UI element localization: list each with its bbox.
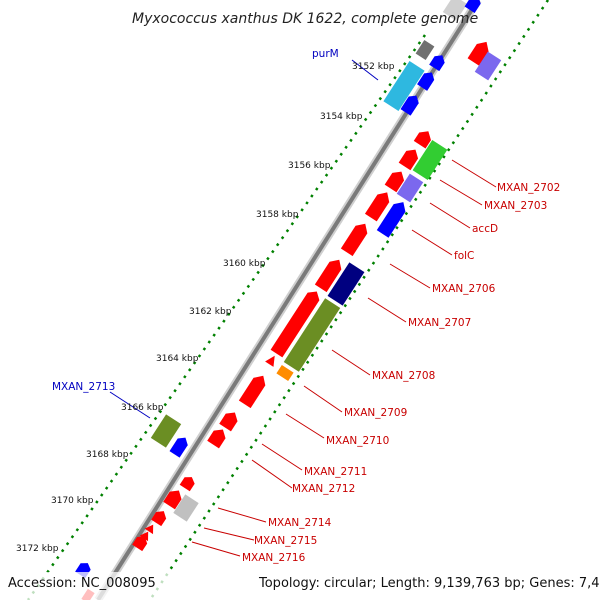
gene-feature[interactable]	[265, 353, 279, 367]
gene-label-mxan-2711[interactable]: MXAN_2711	[304, 466, 367, 478]
gene-feature[interactable]	[340, 220, 371, 257]
gene-label-mxan-2715[interactable]: MXAN_2715	[254, 535, 317, 547]
accession-text: Accession: NC_008095	[8, 576, 156, 591]
genome-backbone	[94, 0, 482, 600]
kbp-label: 3154 kbp	[320, 112, 363, 122]
gene-label-mxan-2709[interactable]: MXAN_2709	[344, 407, 407, 419]
gene-feature[interactable]	[398, 146, 422, 171]
gene-feature[interactable]	[151, 508, 169, 527]
gene-feature[interactable]	[276, 364, 294, 382]
gene-feature[interactable]	[219, 409, 241, 432]
gene-label-mxan-2713[interactable]: MXAN_2713	[52, 381, 115, 393]
kbp-label: 3170 kbp	[51, 496, 94, 506]
reverse-strand-genes	[75, 40, 447, 600]
gene-feature[interactable]	[413, 127, 434, 149]
kbp-label: 3162 kbp	[189, 307, 232, 317]
gene-feature[interactable]	[364, 189, 393, 222]
label-callouts	[109, 59, 497, 557]
gene-label-mxan-2702[interactable]: MXAN_2702	[497, 182, 560, 194]
genome-stats-text: Topology: circular; Length: 9,139,763 bp…	[258, 576, 600, 591]
gene-feature[interactable]	[207, 426, 229, 449]
gene-feature[interactable]	[429, 52, 447, 72]
gene-label-mxan-2712[interactable]: MXAN_2712	[292, 483, 355, 495]
kbp-label: 3166 kbp	[121, 403, 164, 413]
gene-label-mxan-2716[interactable]: MXAN_2716	[242, 552, 306, 564]
gene-feature[interactable]	[417, 69, 437, 91]
gene-feature[interactable]	[464, 0, 484, 13]
gene-feature[interactable]	[150, 414, 182, 448]
gene-feature[interactable]	[474, 51, 502, 81]
gene-feature[interactable]	[132, 533, 150, 552]
inner-tick-ring	[148, 0, 550, 600]
gene-feature[interactable]	[179, 474, 197, 492]
gene-label-mxan-2710[interactable]: MXAN_2710	[326, 435, 389, 447]
kbp-label: 3168 kbp	[86, 450, 129, 460]
gene-feature[interactable]	[270, 288, 323, 358]
gene-feature[interactable]	[169, 434, 191, 458]
gene-label-mxan-2703[interactable]: MXAN_2703	[484, 200, 547, 212]
gene-feature[interactable]	[442, 0, 468, 21]
gene-feature[interactable]	[327, 262, 365, 306]
kbp-label: 3160 kbp	[223, 259, 266, 269]
gene-feature[interactable]	[173, 494, 199, 522]
gene-feature[interactable]	[383, 60, 425, 112]
gene-feature[interactable]	[467, 38, 493, 66]
gene-label-mxan-2714[interactable]: MXAN_2714	[268, 517, 332, 529]
gene-labels: purM MXAN_2713 MXAN_2702 MXAN_2703 accD …	[52, 48, 560, 564]
gene-feature[interactable]	[415, 40, 435, 60]
gene-feature[interactable]	[376, 198, 409, 238]
gene-feature[interactable]	[163, 487, 185, 510]
gene-feature[interactable]	[238, 372, 269, 409]
gene-label-accd[interactable]: accD	[472, 223, 498, 235]
outer-tick-ring	[26, 34, 427, 600]
kbp-label: 3152 kbp	[352, 62, 395, 72]
footer-background	[0, 572, 600, 600]
kbp-label: 3156 kbp	[288, 161, 331, 171]
gene-label-mxan-2706[interactable]: MXAN_2706	[432, 283, 496, 295]
gene-feature[interactable]	[400, 92, 422, 116]
forward-strand-genes	[173, 0, 502, 522]
gene-feature[interactable]	[314, 256, 345, 293]
gene-label-folc[interactable]: folC	[454, 250, 474, 262]
gene-feature[interactable]	[384, 168, 408, 193]
gene-feature[interactable]	[283, 298, 341, 372]
gene-feature[interactable]	[144, 522, 158, 535]
gene-feature[interactable]	[412, 140, 448, 180]
kbp-label: 3158 kbp	[256, 210, 299, 220]
gene-label-mxan-2707[interactable]: MXAN_2707	[408, 317, 471, 329]
gene-feature[interactable]	[396, 173, 424, 203]
gene-label-mxan-2708[interactable]: MXAN_2708	[372, 370, 435, 382]
gene-label-purm[interactable]: purM	[312, 48, 339, 60]
kbp-label: 3164 kbp	[156, 354, 199, 364]
kbp-label: 3172 kbp	[16, 544, 59, 554]
kbp-labels: 3152 kbp 3154 kbp 3156 kbp 3158 kbp 3160…	[16, 62, 395, 554]
map-title: Myxococcus xanthus DK 1622, complete gen…	[132, 11, 478, 27]
